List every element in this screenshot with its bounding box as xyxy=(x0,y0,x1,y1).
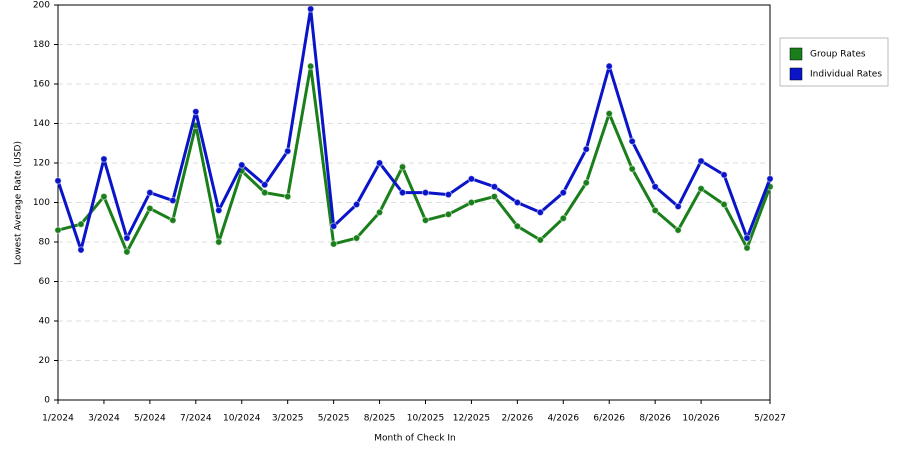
data-point xyxy=(651,183,659,191)
data-point xyxy=(559,188,567,197)
legend-swatch xyxy=(789,47,803,61)
data-point xyxy=(697,157,705,165)
data-point xyxy=(77,220,85,228)
data-point xyxy=(238,161,246,169)
data-point xyxy=(283,192,292,201)
data-point xyxy=(215,238,223,246)
data-point xyxy=(720,171,728,179)
x-tick-label: 12/2025 xyxy=(453,414,490,424)
x-tick-label: 10/2025 xyxy=(407,414,444,424)
x-tick-label: 7/2024 xyxy=(180,414,212,424)
data-point xyxy=(628,137,636,145)
x-tick-label: 1/2024 xyxy=(42,414,74,424)
data-point xyxy=(306,5,315,13)
data-point xyxy=(398,188,407,197)
data-point xyxy=(651,206,659,215)
data-point xyxy=(100,155,108,163)
y-tick-label: 60 xyxy=(39,277,51,287)
data-point xyxy=(215,206,223,215)
data-point xyxy=(421,188,430,197)
x-tick-label: 3/2024 xyxy=(88,414,120,424)
x-tick-label: 3/2025 xyxy=(272,414,304,424)
series-line xyxy=(57,64,772,254)
data-point xyxy=(697,184,705,193)
data-point xyxy=(375,159,384,167)
y-tick-label: 0 xyxy=(44,396,50,406)
data-point xyxy=(192,107,200,116)
data-point xyxy=(513,222,522,230)
data-point xyxy=(421,216,430,224)
x-tick-label: 5/2024 xyxy=(134,414,166,424)
x-tick-label: 5/2025 xyxy=(318,414,350,424)
data-point xyxy=(77,246,85,254)
x-tick-label: 5/2027 xyxy=(754,414,786,424)
data-point xyxy=(513,198,522,207)
data-point xyxy=(261,181,269,189)
data-point xyxy=(54,226,62,234)
y-tick-label: 120 xyxy=(33,159,50,169)
data-point xyxy=(329,222,338,230)
data-point xyxy=(444,210,453,219)
data-point xyxy=(766,175,774,183)
x-tick-label: 4/2026 xyxy=(547,414,579,424)
data-point xyxy=(306,62,315,70)
data-point xyxy=(329,240,338,248)
data-point xyxy=(674,202,682,211)
series-line xyxy=(56,7,772,252)
data-point xyxy=(743,234,751,242)
data-point xyxy=(605,109,613,118)
data-point xyxy=(536,208,545,217)
y-tick-label: 20 xyxy=(39,356,51,366)
y-axis-label: Lowest Average Rate (USD) xyxy=(14,141,24,265)
data-point xyxy=(146,188,154,197)
data-point xyxy=(490,192,499,201)
data-point xyxy=(628,165,636,173)
x-tick-label: 10/2024 xyxy=(223,414,261,424)
x-tick-label: 10/2026 xyxy=(682,414,720,424)
x-tick-label: 2/2026 xyxy=(502,414,534,424)
data-point xyxy=(674,226,682,234)
data-point xyxy=(398,163,407,171)
data-point xyxy=(444,190,453,199)
y-tick-label: 160 xyxy=(33,80,50,90)
data-point xyxy=(123,248,131,256)
y-tick-label: 180 xyxy=(33,40,50,50)
data-point xyxy=(467,198,476,207)
data-point xyxy=(169,196,177,205)
data-point xyxy=(169,216,177,224)
data-point xyxy=(467,175,476,183)
data-point xyxy=(743,244,751,252)
y-tick-label: 80 xyxy=(39,238,51,248)
data-point xyxy=(490,183,499,191)
plot-frame xyxy=(57,4,771,401)
data-point xyxy=(352,234,361,242)
x-tick-label: 8/2025 xyxy=(364,414,396,424)
data-point xyxy=(375,208,384,217)
legend-label: Group Rates xyxy=(810,50,866,60)
legend-swatch xyxy=(789,67,803,81)
data-point xyxy=(100,192,108,201)
data-point xyxy=(720,200,728,209)
data-point xyxy=(146,204,154,213)
y-tick-label: 100 xyxy=(33,198,50,208)
data-point xyxy=(123,234,131,242)
y-tick-label: 140 xyxy=(33,119,50,129)
y-tick-label: 200 xyxy=(33,1,50,11)
legend-label: Individual Rates xyxy=(810,70,882,80)
y-tick-label: 40 xyxy=(39,317,51,327)
x-tick-label: 6/2026 xyxy=(593,414,625,424)
data-point xyxy=(536,236,545,244)
data-point xyxy=(582,179,590,187)
data-point xyxy=(54,177,62,185)
x-tick-label: 8/2026 xyxy=(639,414,671,424)
data-point xyxy=(352,200,361,209)
data-point xyxy=(605,62,613,70)
x-axis-label: Month of Check In xyxy=(374,434,456,444)
data-point xyxy=(261,188,269,197)
data-point xyxy=(559,214,567,223)
data-point xyxy=(582,145,590,153)
data-point xyxy=(283,147,292,155)
